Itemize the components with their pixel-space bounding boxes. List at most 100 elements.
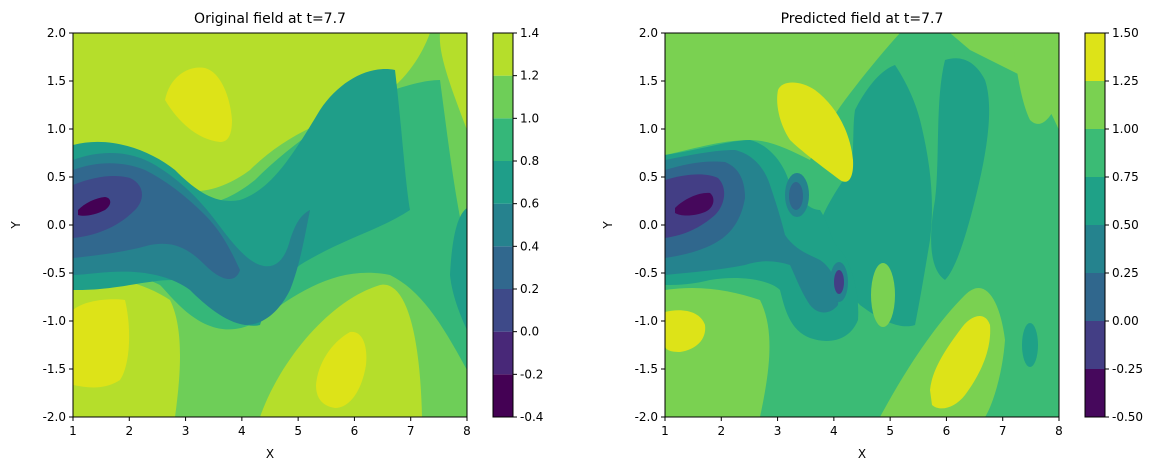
left-colorbar-segment xyxy=(493,33,513,76)
right-colorbar-tick-label: 1.25 xyxy=(1112,74,1139,88)
right-x-tick-label: 2 xyxy=(717,424,725,438)
right-x-tick-label: 5 xyxy=(886,424,894,438)
right-y-axis-label: Y xyxy=(601,221,615,230)
right-y-tick-label: -1.5 xyxy=(635,362,658,376)
left-x-tick-label: 8 xyxy=(463,424,471,438)
left-colorbar-segment xyxy=(493,118,513,161)
left-colorbar-segment xyxy=(493,203,513,247)
left-colorbar-tick-label: 1.4 xyxy=(520,26,539,40)
left-band-1.0-1.2 xyxy=(73,33,430,192)
right-y-tick-label: 2.0 xyxy=(639,26,658,40)
right-y-tick-label: -2.0 xyxy=(635,410,658,424)
right-band-0.5-0.75 xyxy=(931,58,990,281)
right-x-axis-label: X xyxy=(858,447,866,461)
right-chart: Predicted field at t=7.7 xyxy=(601,11,1143,461)
left-x-tick-label: 5 xyxy=(294,424,302,438)
left-colorbar-segment xyxy=(493,331,513,375)
right-x-axis-ticks: 1 2 3 4 5 6 7 8 xyxy=(661,417,1063,438)
left-colorbar-frame xyxy=(492,32,514,418)
left-band-0.4-0.6 xyxy=(450,208,467,330)
right-band-1.0-1.25 xyxy=(665,288,770,417)
left-colorbar-tick-label: 0.0 xyxy=(520,325,539,339)
right-y-tick-label: 1.5 xyxy=(639,74,658,88)
left-colorbar: -0.4 -0.2 0.0 0.2 0.4 0.6 0.8 1.0 1.2 1.4 xyxy=(492,26,543,424)
left-x-tick-label: 4 xyxy=(238,424,246,438)
left-band-1.2-1.4 xyxy=(165,67,232,142)
right-y-tick-label: 0.0 xyxy=(639,218,658,232)
right-band-1.25-1.5 xyxy=(930,315,991,409)
right-x-tick-label: 4 xyxy=(830,424,838,438)
right-x-tick-label: 6 xyxy=(943,424,951,438)
right-colorbar-segment xyxy=(1085,321,1105,369)
left-band-1.2-1.4 xyxy=(316,331,367,408)
left-colorbar-tick-label: 1.2 xyxy=(520,69,539,83)
left-y-tick-label: -1.0 xyxy=(43,314,66,328)
left-band-1.2-1.4 xyxy=(73,299,130,388)
right-colorbar-tick-label: -0.25 xyxy=(1112,362,1143,376)
left-colorbar-tick-label: 0.6 xyxy=(520,197,539,211)
right-contour-plot xyxy=(665,33,1059,417)
right-colorbar-tick-label: 0.25 xyxy=(1112,266,1139,280)
right-colorbar: -0.50 -0.25 0.00 0.25 0.50 0.75 1.00 1.25 1.50 xyxy=(1084,26,1143,424)
left-y-tick-label: -0.5 xyxy=(43,266,66,280)
left-y-tick-label: 1.0 xyxy=(47,122,66,136)
right-colorbar-segment xyxy=(1085,81,1105,129)
right-x-tick-label: 7 xyxy=(999,424,1007,438)
left-chart-title: Original field at t=7.7 xyxy=(194,11,346,27)
right-band-1.0-1.25 xyxy=(1012,33,1059,124)
right-colorbar-tick-label: 0.75 xyxy=(1112,170,1139,184)
right-x-tick-label: 8 xyxy=(1055,424,1063,438)
right-colorbar-segment xyxy=(1085,33,1105,81)
left-colorbar-tick-label: 0.2 xyxy=(520,282,539,296)
right-y-tick-label: 0.5 xyxy=(639,170,658,184)
right-colorbar-segment xyxy=(1085,177,1105,225)
right-x-tick-label: 1 xyxy=(661,424,669,438)
right-y-tick-label: -1.0 xyxy=(635,314,658,328)
left-colorbar-segment xyxy=(493,374,513,417)
left-y-tick-label: -1.5 xyxy=(43,362,66,376)
right-colorbar-tick-label: 1.00 xyxy=(1112,122,1139,136)
right-colorbar-tick-label: 0.00 xyxy=(1112,314,1139,328)
left-x-tick-label: 2 xyxy=(125,424,133,438)
left-y-tick-label: -2.0 xyxy=(43,410,66,424)
left-contour-plot xyxy=(73,33,467,417)
left-colorbar-tick-label: -0.4 xyxy=(520,410,543,424)
left-chart: Original field at t=7.7 xyxy=(9,11,543,461)
left-colorbar-segment xyxy=(493,75,513,119)
left-colorbar-tick-label: 0.8 xyxy=(520,154,539,168)
left-y-tick-label: 0.5 xyxy=(47,170,66,184)
right-colorbar-segment xyxy=(1085,129,1105,177)
right-x-tick-label: 3 xyxy=(774,424,782,438)
left-x-tick-label: 6 xyxy=(351,424,359,438)
right-colorbar-segment xyxy=(1085,273,1105,321)
right-y-tick-label: -0.5 xyxy=(635,266,658,280)
left-x-axis-ticks: 1 2 3 4 5 6 7 8 xyxy=(69,417,471,438)
right-band-0.0-0.25 xyxy=(834,270,844,294)
left-colorbar-tick-label: 0.4 xyxy=(520,239,539,253)
left-x-tick-label: 7 xyxy=(407,424,415,438)
right-colorbar-tick-label: 0.50 xyxy=(1112,218,1139,232)
right-colorbar-tick-label: -0.50 xyxy=(1112,410,1143,424)
left-x-tick-label: 1 xyxy=(69,424,77,438)
left-colorbar-segment xyxy=(493,246,513,289)
left-y-axis-label: Y xyxy=(9,221,23,230)
left-y-axis-ticks: -2.0 -1.5 -1.0 -0.5 0.0 0.5 1.0 1.5 2.0 xyxy=(43,26,73,424)
right-band-1.0-1.25 xyxy=(871,263,895,327)
right-colorbar-segment xyxy=(1085,369,1105,417)
left-y-tick-label: 0.0 xyxy=(47,218,66,232)
right-band-0.5-0.75 xyxy=(1022,323,1038,367)
right-band-1.25-1.5 xyxy=(777,82,854,182)
left-colorbar-segment xyxy=(493,289,513,332)
right-y-axis-ticks: -2.0 -1.5 -1.0 -0.5 0.0 0.5 1.0 1.5 2.0 xyxy=(635,26,665,424)
left-colorbar-tick-label: -0.2 xyxy=(520,367,543,381)
left-x-axis-label: X xyxy=(266,447,274,461)
left-colorbar-tick-label: 1.0 xyxy=(520,111,539,125)
right-y-tick-label: 1.0 xyxy=(639,122,658,136)
left-band--0.4--0.2 xyxy=(78,197,111,216)
right-band--0.5--0.25 xyxy=(675,192,714,216)
right-colorbar-tick-label: 1.50 xyxy=(1112,26,1139,40)
right-band-0.0-0.25 xyxy=(789,182,803,210)
right-band-1.25-1.5 xyxy=(665,310,706,352)
left-x-tick-label: 3 xyxy=(182,424,190,438)
